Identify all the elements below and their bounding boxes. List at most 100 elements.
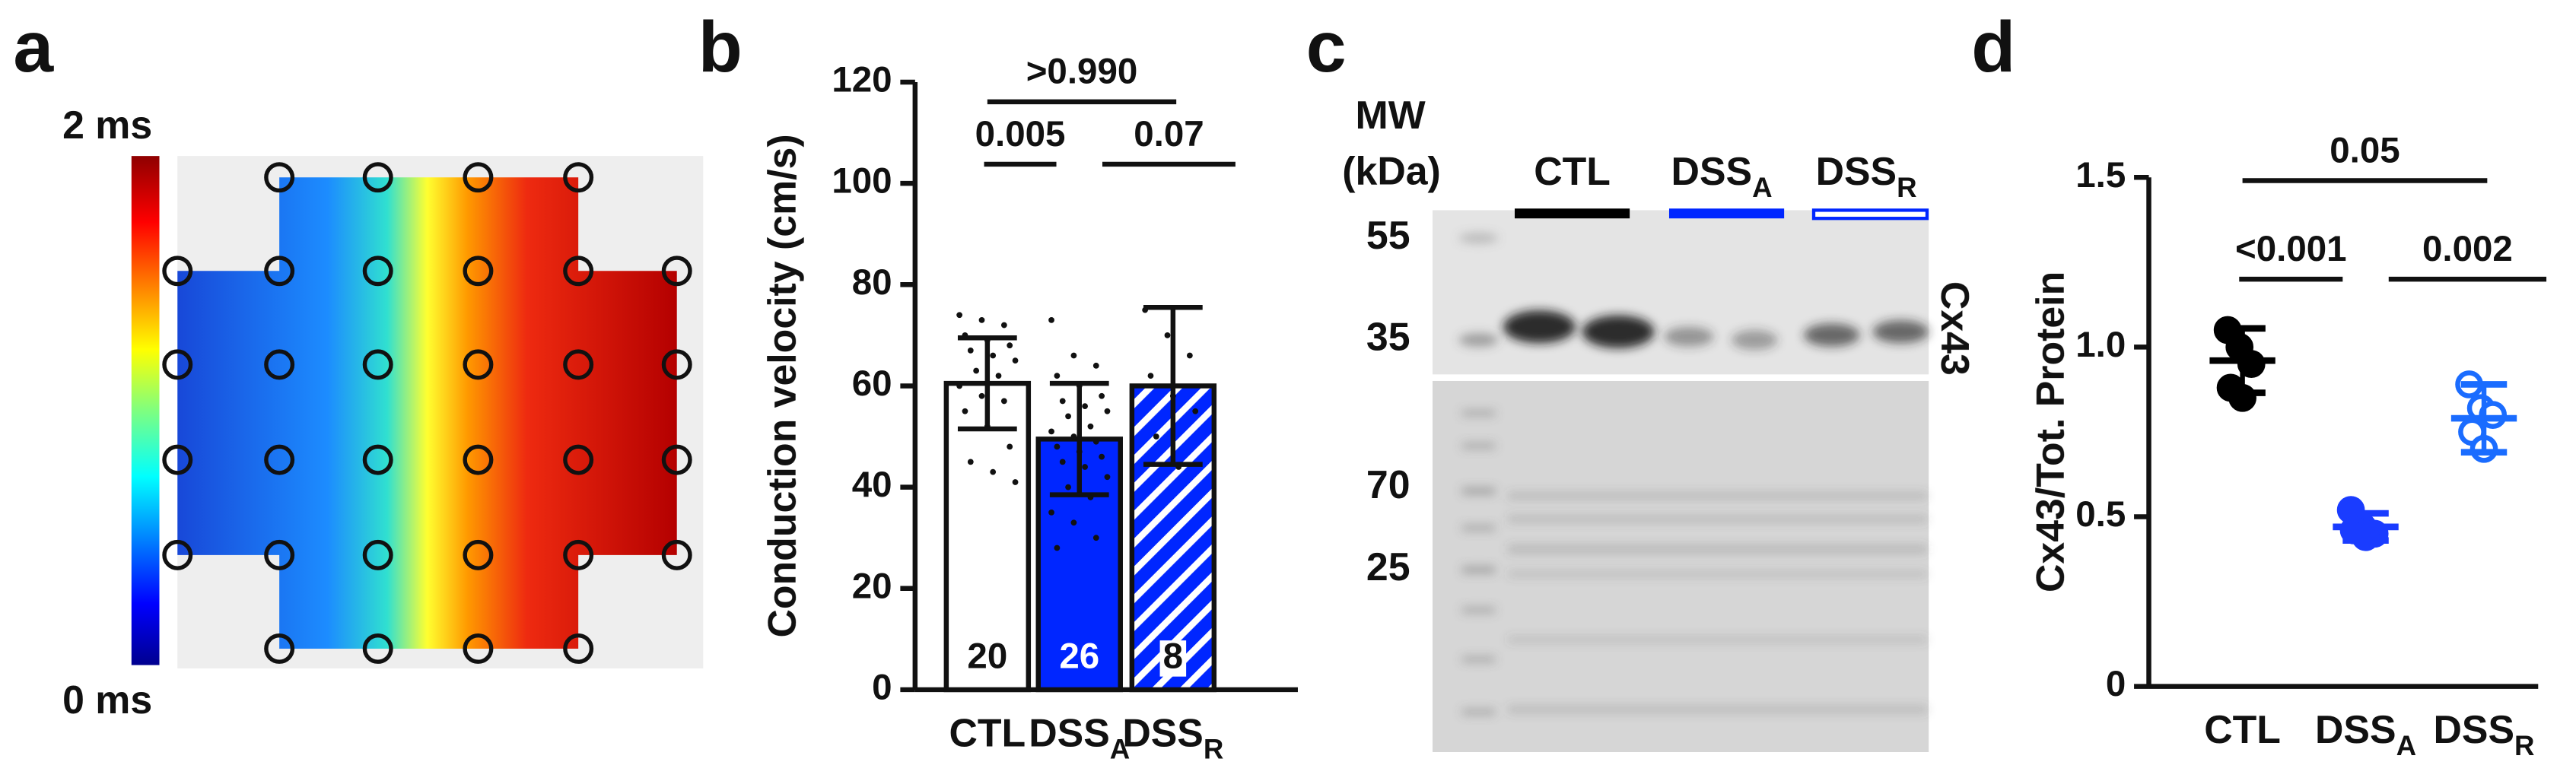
electrode <box>264 539 295 570</box>
marker-label: 70 <box>1366 462 1410 506</box>
electrode <box>162 256 193 287</box>
data-point <box>1012 479 1019 485</box>
data-point <box>1065 484 1071 491</box>
bar <box>943 380 1032 693</box>
electrode <box>362 256 393 287</box>
data-point <box>1012 357 1019 364</box>
category-subscript: R <box>1204 734 1223 765</box>
data-point <box>995 373 1002 379</box>
electrode <box>463 444 494 475</box>
y-tick-label: 0 <box>872 667 892 707</box>
p-value: 0.005 <box>975 114 1066 154</box>
data-point <box>1099 392 1105 399</box>
label-bg <box>1159 640 1187 677</box>
electrode <box>362 633 393 664</box>
data-point <box>1104 474 1111 481</box>
x-tick-label: CTL <box>2204 707 2281 751</box>
x-tick-label: DSSA <box>2315 707 2416 762</box>
category-subscript: A <box>1110 734 1131 765</box>
colorbar <box>131 156 160 665</box>
category-subscript: A <box>2396 730 2417 761</box>
data-point <box>1007 342 1013 349</box>
electrode <box>264 256 295 287</box>
category-subscript: R <box>2514 730 2535 761</box>
protein-label: Cx43 <box>1933 281 1977 376</box>
electrode <box>463 539 494 570</box>
data-point <box>1054 443 1061 450</box>
data-point <box>1059 459 1066 465</box>
y-tick-label: 60 <box>852 364 892 404</box>
y-axis-label: Conduction velocity (cm/s) <box>760 134 804 637</box>
blot <box>1433 210 1929 752</box>
data-point <box>978 317 985 323</box>
y-tick-label: 0 <box>2106 664 2126 704</box>
unit-label: (kDa) <box>1342 149 1441 193</box>
panel-letter: d <box>1971 7 2015 87</box>
electrode <box>162 444 193 475</box>
category: DSS <box>1029 710 1110 754</box>
data-point <box>967 459 974 465</box>
electrode <box>162 539 193 570</box>
electrode <box>661 349 692 380</box>
data-point <box>1054 373 1061 379</box>
data-point <box>1104 408 1111 414</box>
n-label: 20 <box>967 636 1007 676</box>
electrode <box>264 633 295 664</box>
electrode <box>563 256 594 287</box>
y-tick-label: 80 <box>852 262 892 303</box>
lane-label: DSSA <box>1671 149 1773 204</box>
electrode <box>362 349 393 380</box>
n-label: 26 <box>1059 636 1099 676</box>
data-point <box>1007 443 1013 450</box>
data-point <box>1070 433 1077 440</box>
electrode <box>362 539 393 570</box>
panel-letter: a <box>13 7 54 87</box>
data-point <box>1147 373 1154 379</box>
electrode <box>463 633 494 664</box>
bands <box>1458 233 1929 715</box>
data-point <box>1092 535 1099 541</box>
y-tick-label: 100 <box>832 161 892 202</box>
electrode <box>563 162 594 193</box>
data-point <box>1048 428 1054 435</box>
data-point <box>1164 332 1171 338</box>
electrode <box>463 349 494 380</box>
x-tick-label: DSSR <box>2434 707 2535 762</box>
data-point <box>1082 403 1088 409</box>
marker-label: 35 <box>1366 315 1410 359</box>
category: DSS <box>2434 707 2515 751</box>
data-point <box>1153 433 1159 440</box>
y-tick-label: 1.5 <box>2075 155 2126 195</box>
p-value: 0.05 <box>2330 130 2399 170</box>
data-point <box>962 408 968 414</box>
p-value: 0.07 <box>1134 114 1204 154</box>
data-point <box>1059 398 1066 405</box>
marker-label: 25 <box>1366 544 1410 589</box>
data-point <box>1000 398 1007 405</box>
electrode <box>563 444 594 475</box>
colorbar-max: 2 ms <box>62 103 152 147</box>
x-tick-label: DSSR <box>1122 710 1223 765</box>
data-point <box>1048 510 1054 516</box>
data-point <box>1048 317 1054 323</box>
marker-label: 55 <box>1366 213 1410 257</box>
x-tick-label: DSSA <box>1029 710 1130 765</box>
data-point <box>1000 322 1007 329</box>
data-point <box>1065 413 1071 420</box>
p-value: <0.001 <box>2235 229 2347 269</box>
electrode <box>563 349 594 380</box>
data-point <box>1186 352 1193 359</box>
y-tick-label: 0.5 <box>2075 494 2126 535</box>
activation-map <box>177 177 677 649</box>
blot-top <box>1433 210 1929 375</box>
electrode <box>661 539 692 570</box>
y-axis-label: Cx43/Tot. Protein <box>2028 271 2072 592</box>
colorbar-min: 0 ms <box>62 678 152 722</box>
electrodes <box>162 162 692 664</box>
data-point <box>1087 423 1094 430</box>
y-tick-label: 20 <box>852 566 892 606</box>
electrode <box>264 162 295 193</box>
y-tick-label: 120 <box>832 60 892 100</box>
category: CTL <box>2204 707 2281 751</box>
